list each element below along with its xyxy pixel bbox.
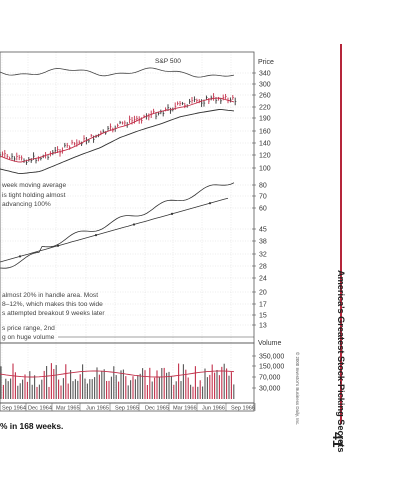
volume-tick-label: 150,000 <box>259 363 284 370</box>
annotation-price-range: s price range, 2nd g on huge volume <box>2 325 55 341</box>
relative-strength-average-line <box>0 197 229 263</box>
volume-panel-frame <box>0 342 255 404</box>
volume-tick-label: 70,000 <box>259 374 281 381</box>
price-tick-label: 45 <box>259 226 267 233</box>
price-tick-label: 70 <box>259 193 267 200</box>
price-tick-label: 120 <box>259 152 271 159</box>
sp500-line <box>0 67 235 78</box>
annotation-line: advancing 100% <box>2 201 51 208</box>
price-tick-label: 13 <box>259 322 267 329</box>
relative-strength-line <box>0 182 235 269</box>
month-label: Mar 1965 <box>56 406 80 412</box>
annotation-line: almost 20% in handle area. Most <box>2 292 98 299</box>
price-tick-label: 32 <box>259 251 267 258</box>
figure-caption: % in 168 weeks. <box>0 421 64 431</box>
price-tick-label: 15 <box>259 312 267 319</box>
annotation-line: s attempted breakout 9 weeks later <box>2 310 105 317</box>
spine-rule <box>340 44 342 424</box>
price-tick-label: 340 <box>259 70 271 77</box>
copyright-notice: © 2000 Investor's Business Daily, Inc. <box>295 352 300 426</box>
month-label: Sep 1964 <box>2 406 26 412</box>
annotation-moving-average: week moving average is tight holding alm… <box>1 182 66 208</box>
price-tick-label: 17 <box>259 301 267 308</box>
sp500-label: S&P 500 <box>155 58 181 65</box>
annotation-line: week moving average <box>1 182 66 189</box>
month-label: Jun 1965 <box>86 406 109 412</box>
volume-tick-label: 30,000 <box>259 385 281 392</box>
month-label: Sep 1965 <box>115 406 139 412</box>
price-axis-header: Price <box>258 59 274 66</box>
price-tick-label: 100 <box>259 165 271 172</box>
volume-moving-average-line <box>0 370 235 378</box>
annotation-line: 8–12%, which makes this too wide <box>2 301 103 308</box>
month-label: Dec 1964 <box>28 406 52 412</box>
price-tick-label: 300 <box>259 81 271 88</box>
price-tick-label: 140 <box>259 140 271 147</box>
annotation-handle: almost 20% in handle area. Most 8–12%, w… <box>2 292 105 317</box>
price-tick-label: 160 <box>259 128 271 135</box>
chart-grid <box>0 52 254 403</box>
price-tick-label: 260 <box>259 92 271 99</box>
month-label: Jun 1966 <box>202 406 225 412</box>
short-moving-average-line <box>0 97 235 163</box>
price-tick-label: 24 <box>259 275 267 282</box>
price-tick-label: 190 <box>259 115 271 122</box>
volume-tick-label: 350,000 <box>259 353 284 360</box>
month-label: Dec 1965 <box>145 406 169 412</box>
price-axis: 340 300 260 220 190 160 140 120 100 80 70 60 45 38 32 2… <box>252 70 271 329</box>
page-number: 41 <box>330 432 346 448</box>
long-moving-average-line <box>0 109 235 175</box>
price-bars <box>0 93 237 165</box>
relative-strength-marker <box>94 234 98 237</box>
volume-axis: 350,000 150,000 70,000 30,000 <box>252 353 284 392</box>
annotation-line: s price range, 2nd <box>2 325 55 332</box>
month-label: Sep 1966 <box>231 406 255 412</box>
relative-strength-marker <box>56 244 60 247</box>
annotation-line: g on huge volume <box>2 334 55 341</box>
relative-strength-marker <box>170 212 174 215</box>
price-tick-label: 220 <box>259 104 271 111</box>
price-tick-label: 20 <box>259 289 267 296</box>
volume-axis-header: Volume <box>258 340 281 347</box>
price-tick-label: 60 <box>259 205 267 212</box>
relative-strength-marker <box>132 223 136 226</box>
volume-bars <box>0 363 235 399</box>
price-tick-label: 38 <box>259 238 267 245</box>
relative-strength-marker <box>18 255 22 258</box>
relative-strength-markers <box>18 202 212 258</box>
month-label: Mar 1966 <box>173 406 197 412</box>
book-title: America's Greatest Stock-Picking Secrets <box>336 270 346 453</box>
month-axis: Sep 1964 Dec 1964 Mar 1965 Jun 1965 Sep 1965… <box>2 403 256 412</box>
annotation-line: is tight holding almost <box>2 192 66 199</box>
date-strip-frame <box>0 402 255 412</box>
price-tick-label: 28 <box>259 263 267 270</box>
price-tick-label: 80 <box>259 182 267 189</box>
relative-strength-marker <box>208 202 212 205</box>
